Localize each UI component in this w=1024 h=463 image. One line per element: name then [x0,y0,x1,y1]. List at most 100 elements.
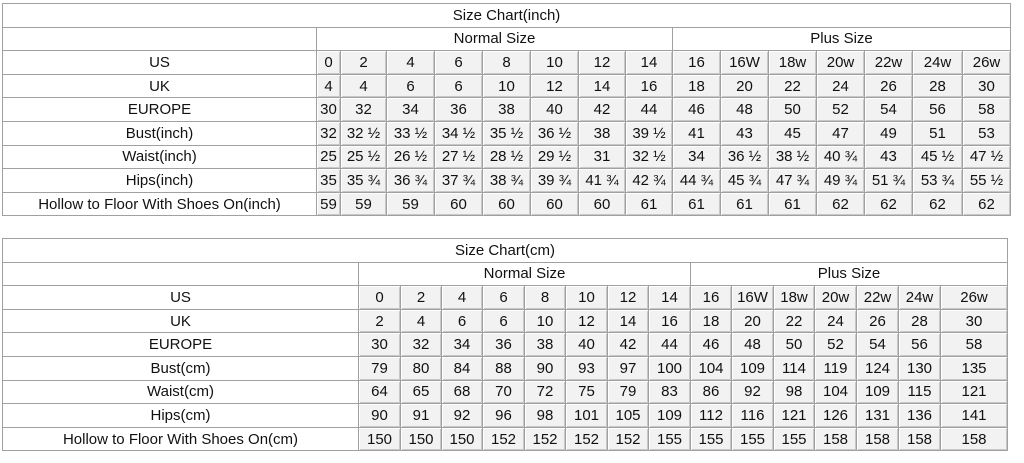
size-cell: 61 [720,191,769,217]
size-cell: 152 [565,426,608,452]
table-title: Size Chart(inch) [1,3,1012,28]
size-cell: 101 [565,403,608,428]
size-cell: 39 ¾ [530,168,579,193]
size-cell: 42 [578,97,626,122]
size-cell: 131 [856,403,899,428]
size-cell: 30 [939,308,1009,334]
size-cell: 86 [690,379,732,405]
group-header-normal-size: Normal Size [358,261,691,287]
size-cell: 152 [607,426,649,452]
size-cell: 121 [773,403,815,428]
group-header-row: Normal Size Plus Size [2,26,1012,52]
size-cell: 42 ¾ [625,168,673,193]
size-cell: 36 ½ [530,120,579,146]
row-label: UK [2,73,317,99]
size-cell: 112 [690,403,732,428]
size-cell: 6 [441,308,483,334]
size-cell: 70 [482,379,525,405]
size-cell: 49 ¾ [816,168,865,193]
size-cell: 83 [648,379,691,405]
size-cell: 35 [316,168,341,193]
size-cell: 24w [912,50,963,75]
size-cell: 36 [482,332,525,357]
size-cell: 27 ½ [434,144,483,170]
size-cell: 31 [578,144,626,170]
size-cell: 24 [816,73,865,99]
size-cell: 16 [672,50,721,75]
size-cell: 44 [625,97,673,122]
size-cell: 158 [856,426,899,452]
size-cell: 58 [961,97,1012,122]
size-cell: 150 [400,426,442,452]
row-label: Bust(inch) [2,120,317,146]
size-cell: 16W [720,50,769,75]
size-cell: 35 ¾ [340,168,387,193]
size-cell: 121 [939,379,1009,405]
size-cell: 29 ½ [530,144,579,170]
size-cell: 20w [816,50,865,75]
size-cell: 4 [400,308,442,334]
size-cell: 32 [316,120,341,146]
table-row: US 0 2 4 6 8 10 12 14 16 16W 18w 20w 22w 24w 26w [2,50,1012,75]
group-header-plus-size: Plus Size [671,26,1012,52]
title-row: Size Chart(inch) [1,3,1012,28]
size-cell: 51 ¾ [864,168,913,193]
size-cell: 155 [648,426,691,452]
size-cell: 90 [358,403,401,428]
size-cell: 155 [731,426,774,452]
size-cell: 43 [720,120,769,146]
size-cell: 64 [358,379,401,405]
size-cell: 56 [912,97,963,122]
size-cell: 155 [773,426,815,452]
size-cell: 16 [625,73,673,99]
size-cell: 28 ½ [482,144,531,170]
size-cell: 47 [816,120,865,146]
size-cell: 24 [814,308,857,334]
size-cell: 12 [565,308,608,334]
size-cell: 8 [482,50,531,75]
size-cell: 60 [434,191,483,217]
size-cell: 28 [898,308,941,334]
size-cell: 12 [530,73,579,99]
row-label: Waist(cm) [2,379,359,405]
size-cell: 34 [386,97,435,122]
size-cell: 8 [524,285,566,310]
size-cell: 49 [864,120,913,146]
size-cell: 115 [898,379,941,405]
size-cell: 22w [864,50,913,75]
title-row: Size Chart(cm) [1,238,1009,263]
table-row: Hips(cm) 90 91 92 96 98 101 105 109 112 116 121 126 1… [2,403,1009,428]
size-cell: 44 [648,332,691,357]
size-cell: 28 [912,73,963,99]
size-cell: 25 [316,144,341,170]
size-cell: 91 [400,403,442,428]
size-cell: 14 [625,50,673,75]
size-cell: 34 ½ [434,120,483,146]
size-cell: 38 ½ [768,144,817,170]
size-cell: 80 [400,355,442,381]
row-label: Waist(inch) [2,144,317,170]
size-cell: 105 [607,403,649,428]
table-row: UK 2 4 6 6 10 12 14 16 18 20 22 24 26 28 30 [2,308,1009,334]
size-cell: 32 ½ [340,120,387,146]
row-label: Hollow to Floor With Shoes On(inch) [2,191,317,217]
size-cell: 4 [340,73,387,99]
size-cell: 48 [720,97,769,122]
size-cell: 93 [565,355,608,381]
size-cell: 98 [773,379,815,405]
size-cell: 90 [524,355,566,381]
row-label: US [2,50,317,75]
size-cell: 55 ½ [961,168,1012,193]
size-cell: 158 [898,426,941,452]
size-cell: 45 [768,120,817,146]
size-cell: 14 [578,73,626,99]
size-cell: 12 [607,285,649,310]
size-cell: 10 [530,50,579,75]
size-cell: 10 [524,308,566,334]
size-cell: 51 [912,120,963,146]
size-cell: 30 [961,73,1012,99]
size-cell: 42 [607,332,649,357]
size-cell: 126 [814,403,857,428]
size-cell: 14 [648,285,691,310]
size-cell: 45 ½ [912,144,963,170]
